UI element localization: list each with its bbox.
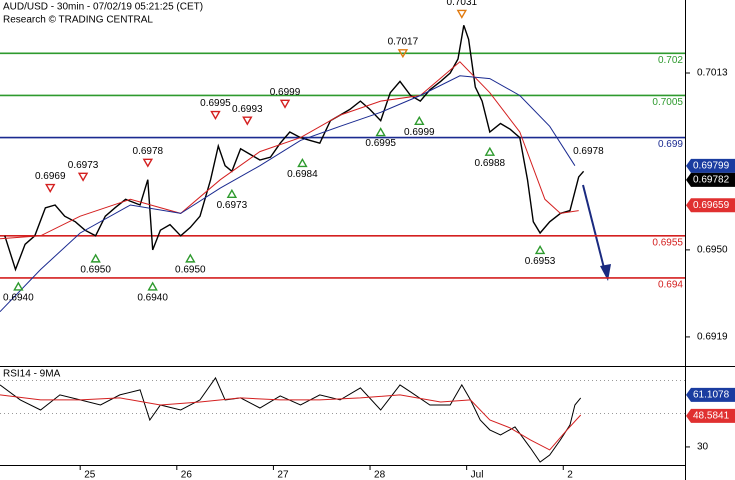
y-tick-label: 0.6919 (697, 332, 728, 343)
pivot-marker (279, 99, 291, 109)
price-marker (686, 172, 735, 187)
level-label: 0.7005 (652, 97, 683, 108)
pivot-marker (583, 158, 594, 168)
pivot-label: 0.6969 (35, 171, 66, 182)
pivot-label: 0.6950 (175, 265, 206, 276)
x-tick-label: 26 (181, 470, 193, 480)
chart-title: AUD/USD - 30min - 07/02/19 05:21:25 (CET… (3, 2, 203, 13)
level-label: 0.694 (658, 280, 683, 291)
price-marker (686, 387, 735, 402)
y-tick-label: 0.7013 (697, 68, 728, 79)
pivot-label: 0.6940 (3, 293, 34, 304)
pivot-marker (397, 49, 409, 59)
level-label: 0.6955 (652, 237, 683, 248)
pivot-marker (45, 183, 56, 193)
price-marker-label: 0.69659 (693, 200, 730, 211)
pivot-marker (77, 172, 89, 182)
pivot-marker (375, 127, 386, 137)
pivot-marker (210, 110, 221, 120)
pivot-marker (484, 146, 496, 156)
level-label: 0.699 (658, 139, 683, 150)
pivot-marker (297, 158, 308, 168)
pivot-marker (534, 245, 546, 255)
price-marker-label: 48.5841 (693, 410, 730, 421)
pivot-marker (242, 116, 253, 126)
pivot-label: 0.6978 (133, 146, 164, 157)
series-line (0, 394, 582, 451)
price-marker (686, 198, 735, 213)
y-tick-label: 0.6950 (697, 245, 728, 256)
series-line (0, 61, 579, 240)
level-label: 0.702 (658, 55, 683, 66)
y-tick-label: 30 (697, 442, 709, 453)
pivot-marker (147, 281, 158, 291)
price-marker-label: 0.69782 (693, 175, 730, 186)
series-line (0, 75, 576, 313)
price-marker (686, 158, 735, 173)
price-marker-label: 0.69799 (693, 161, 730, 172)
x-tick-label: 28 (374, 470, 386, 480)
pivot-label: 0.7017 (388, 36, 419, 47)
pivot-marker (456, 9, 468, 19)
forecast-arrow (582, 184, 611, 281)
pivot-label: 0.6999 (404, 127, 435, 138)
arrow-head (600, 264, 611, 281)
pivot-label: 0.6973 (217, 200, 248, 211)
pivot-label: 0.6995 (200, 98, 231, 109)
pivot-label: 0.6988 (475, 158, 506, 169)
x-tick-label: Jul (471, 470, 484, 480)
price-marker (686, 408, 735, 423)
pivot-marker (90, 253, 101, 263)
pivot-label: 0.6973 (68, 160, 99, 171)
pivot-marker (185, 253, 196, 263)
pivot-label: 0.6950 (80, 265, 111, 276)
pivot-label: 0.6984 (287, 169, 318, 180)
pivot-label: 0.6978 (573, 146, 604, 157)
pivot-label: 0.6993 (232, 104, 263, 115)
pivot-label: 0.6953 (525, 256, 556, 267)
x-tick-label: 2 (567, 470, 573, 480)
pivot-marker (414, 115, 425, 126)
pivot-label: 0.6940 (137, 293, 168, 304)
pivot-marker (13, 281, 24, 291)
series-line (0, 376, 582, 463)
arrow-shaft (582, 184, 605, 269)
x-tick-label: 27 (277, 470, 289, 480)
pivot-label: 0.7031 (447, 0, 478, 8)
pivot-marker (142, 158, 154, 168)
pivot-marker (226, 188, 238, 199)
x-tick-label: 25 (84, 470, 96, 480)
pivot-label: 0.6995 (365, 138, 396, 149)
chart-subtitle: Research © TRADING CENTRAL (3, 15, 153, 26)
rsi-title: RSI14 - 9MA (3, 369, 61, 380)
pivot-label: 0.6999 (270, 87, 301, 98)
price-marker-label: 61.1078 (693, 390, 730, 401)
